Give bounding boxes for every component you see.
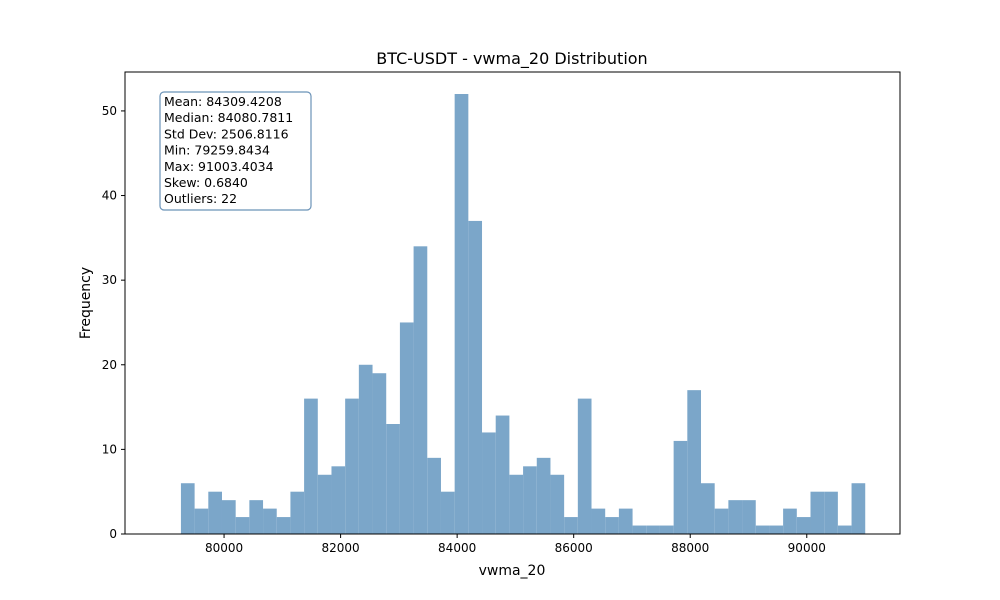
histogram-bar xyxy=(796,517,811,534)
histogram-bar xyxy=(564,517,578,534)
x-tick-label: 88000 xyxy=(671,541,709,555)
x-tick-label: 90000 xyxy=(788,541,826,555)
y-tick-label: 20 xyxy=(102,358,117,372)
x-tick-label: 86000 xyxy=(555,541,593,555)
histogram-bar xyxy=(304,398,318,534)
histogram-bar xyxy=(358,364,373,534)
y-tick-label: 0 xyxy=(109,527,117,541)
x-tick-label: 80000 xyxy=(205,541,243,555)
histogram-bar xyxy=(208,491,222,534)
stats-line: Median: 84080.7811 xyxy=(164,110,293,125)
histogram-bar xyxy=(851,483,866,534)
histogram-bar xyxy=(536,457,551,534)
histogram-bar xyxy=(194,508,209,534)
y-tick-label: 10 xyxy=(102,442,117,456)
histogram-bar xyxy=(810,491,825,534)
stats-line: Min: 79259.8434 xyxy=(164,143,270,158)
histogram-bar xyxy=(372,373,387,534)
histogram-bar xyxy=(427,457,441,534)
histogram-bar xyxy=(509,474,524,534)
histogram-bar xyxy=(824,491,838,534)
histogram-bars xyxy=(180,94,866,535)
histogram-bar xyxy=(591,508,606,534)
x-tick-label: 84000 xyxy=(438,541,476,555)
y-tick-label: 40 xyxy=(102,189,117,203)
stats-line: Std Dev: 2506.8116 xyxy=(164,126,289,141)
histogram-bar xyxy=(495,415,510,534)
histogram-bar xyxy=(468,220,483,534)
histogram-bar xyxy=(413,246,428,535)
y-tick-label: 50 xyxy=(102,104,117,118)
histogram-bar xyxy=(837,525,852,534)
histogram-bar xyxy=(632,525,647,534)
stats-line: Skew: 0.6840 xyxy=(164,175,248,190)
histogram-bar xyxy=(728,500,743,534)
histogram-bar xyxy=(714,508,729,534)
histogram-bar xyxy=(755,525,770,534)
histogram-bar xyxy=(276,517,291,534)
y-tick-label: 30 xyxy=(102,273,117,287)
stats-line: Outliers: 22 xyxy=(164,191,237,206)
histogram-bar xyxy=(769,525,784,534)
histogram-bar xyxy=(345,398,359,534)
histogram-bar xyxy=(577,398,592,534)
histogram-bar xyxy=(783,508,797,534)
histogram-bar xyxy=(523,466,537,534)
x-axis-label: vwma_20 xyxy=(479,563,546,579)
histogram-bar xyxy=(290,491,305,534)
histogram-bar xyxy=(399,322,414,534)
histogram-bar xyxy=(605,517,619,534)
histogram-bar xyxy=(317,474,332,534)
histogram-bar xyxy=(454,94,469,534)
histogram-bar xyxy=(701,483,715,534)
histogram-bar xyxy=(221,500,236,534)
histogram-bar xyxy=(673,440,688,534)
histogram-bar xyxy=(687,390,702,534)
histogram-bar xyxy=(646,525,660,534)
stats-line: Max: 91003.4034 xyxy=(164,159,274,174)
histogram-bar xyxy=(386,424,400,534)
plot-area-frame xyxy=(124,71,901,535)
histogram-bar xyxy=(180,483,195,534)
x-axis-ticks: 80000 82000 84000 86000 88000 90000 xyxy=(205,534,826,555)
stats-line: Mean: 84309.4208 xyxy=(164,94,282,109)
chart-title: BTC-USDT - vwma_20 Distribution xyxy=(376,49,647,69)
y-axis-label: Frequency xyxy=(78,267,94,339)
histogram-bar xyxy=(440,491,455,534)
histogram-bar xyxy=(618,508,633,534)
histogram-bar xyxy=(263,508,277,534)
y-axis-ticks: 0 10 20 30 40 50 xyxy=(102,104,125,541)
histogram-bar xyxy=(249,500,264,534)
histogram-bar xyxy=(659,525,674,534)
stats-box-border xyxy=(159,91,312,211)
histogram-bar xyxy=(482,432,496,534)
histogram-bar xyxy=(742,500,756,534)
histogram-bar xyxy=(235,517,250,534)
x-tick-label: 82000 xyxy=(322,541,360,555)
histogram-bar xyxy=(550,474,565,534)
histogram-bar xyxy=(331,466,346,534)
